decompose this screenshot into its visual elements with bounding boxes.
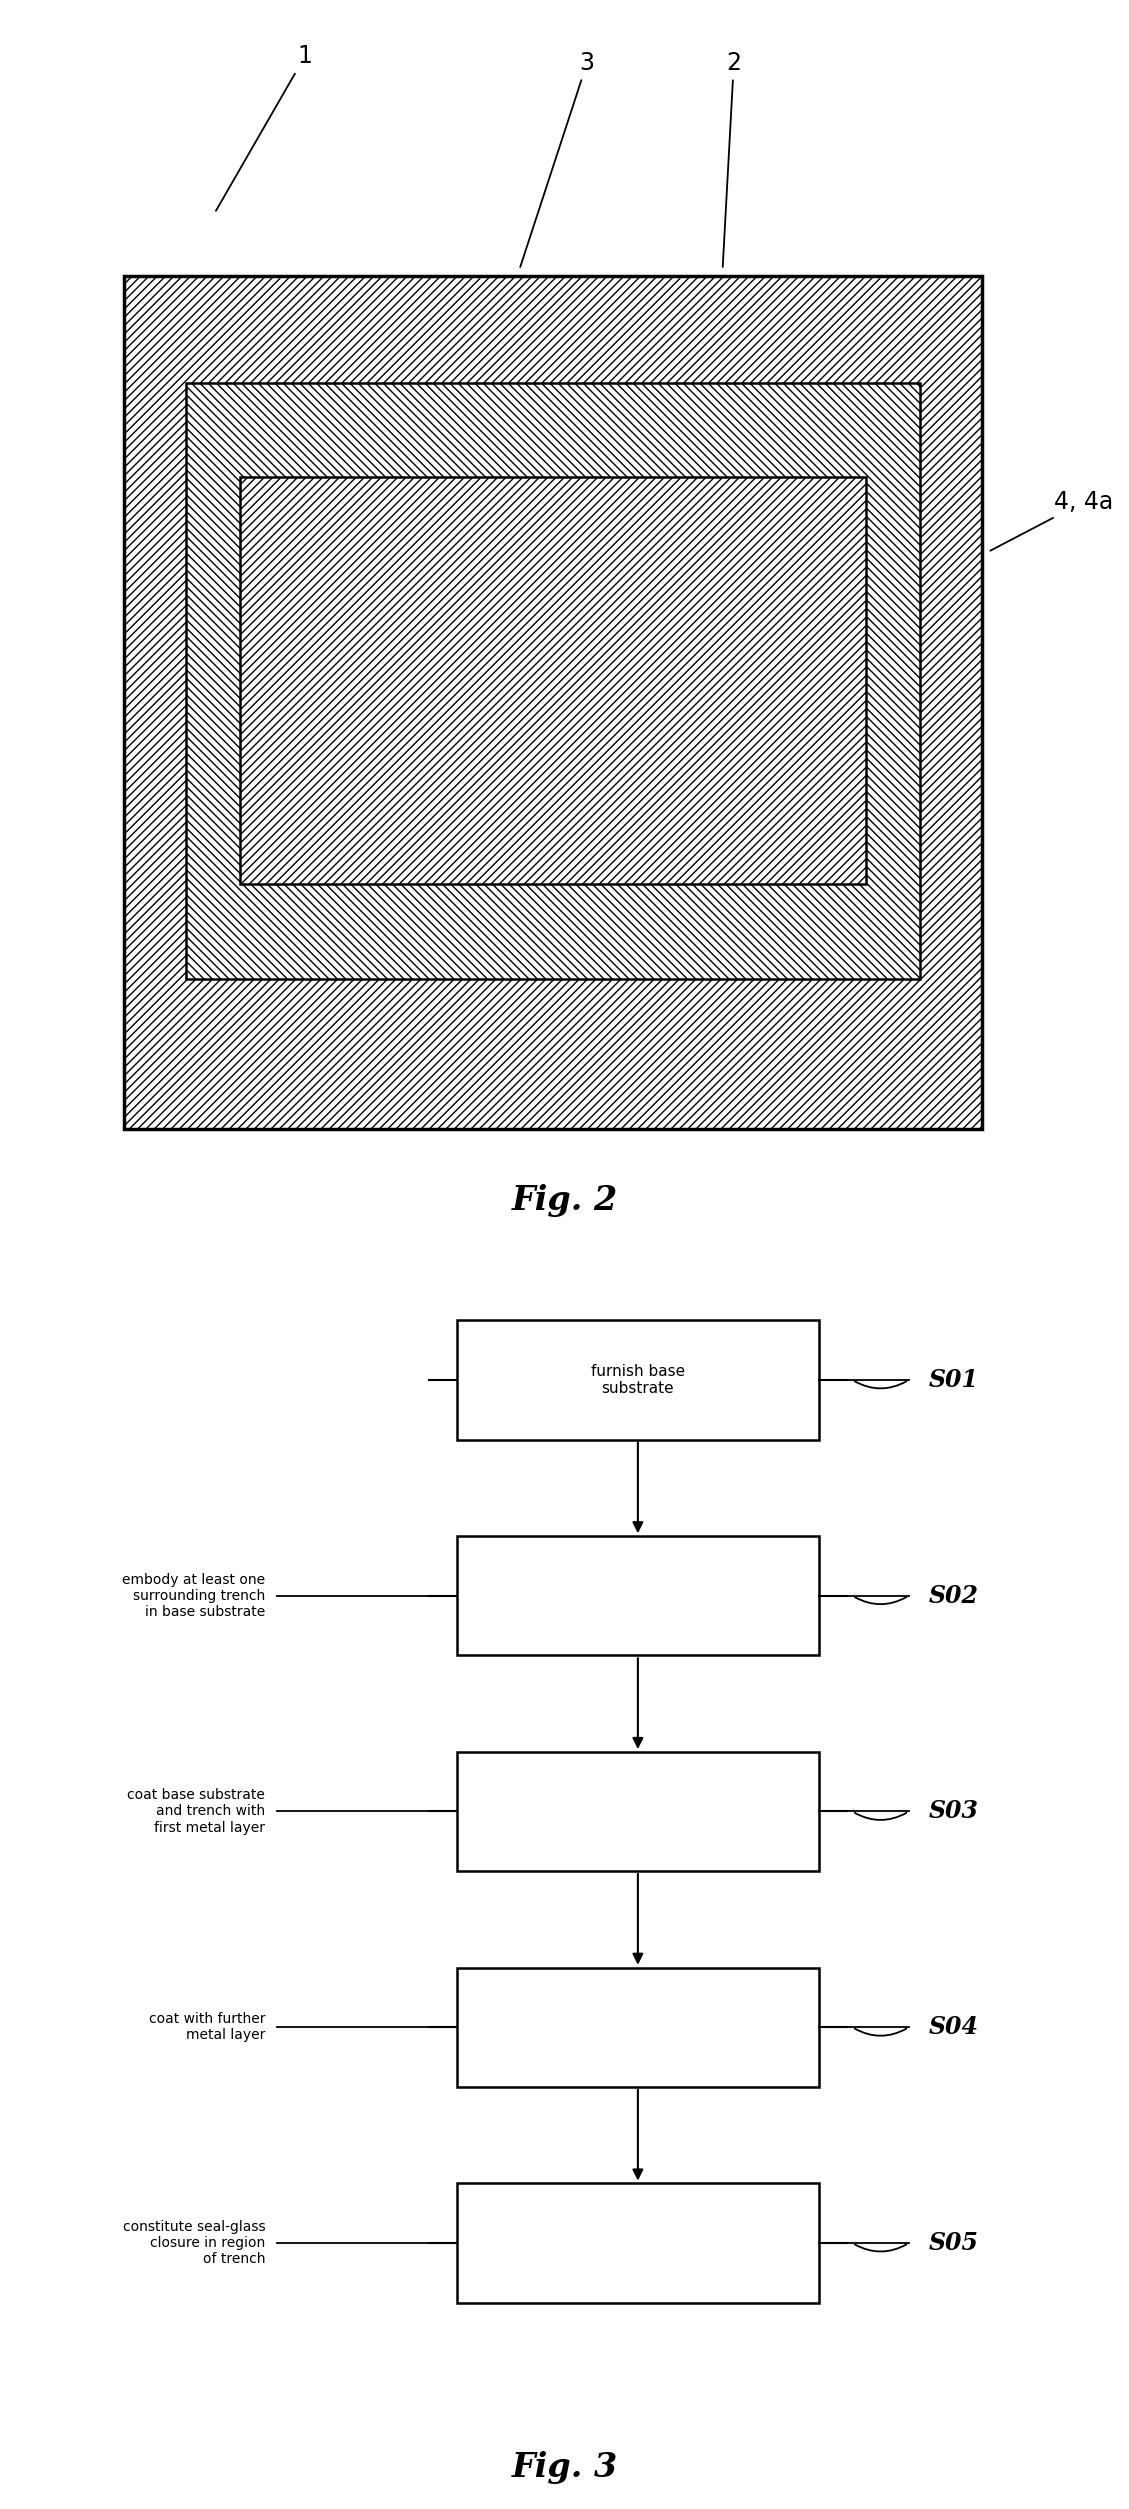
Bar bbox=[457, 2183, 819, 2303]
Text: 3: 3 bbox=[520, 50, 595, 266]
Bar bbox=[240, 477, 866, 886]
Text: Fig. 2: Fig. 2 bbox=[511, 1184, 618, 1217]
Bar bbox=[186, 381, 920, 979]
Bar bbox=[240, 477, 866, 886]
Bar bbox=[124, 276, 982, 1129]
Bar bbox=[186, 381, 920, 979]
Bar bbox=[457, 1751, 819, 1872]
Text: 2: 2 bbox=[723, 50, 742, 266]
Text: 1: 1 bbox=[216, 45, 313, 211]
Text: S01: S01 bbox=[929, 1367, 979, 1392]
Text: S03: S03 bbox=[929, 1799, 979, 1824]
Bar bbox=[186, 381, 920, 979]
Bar bbox=[124, 276, 982, 1129]
Text: S05: S05 bbox=[929, 2231, 979, 2256]
Bar bbox=[240, 477, 866, 886]
Text: embody at least one
surrounding trench
in base substrate: embody at least one surrounding trench i… bbox=[122, 1573, 265, 1618]
Text: S04: S04 bbox=[929, 2015, 979, 2040]
Text: coat base substrate
and trench with
first metal layer: coat base substrate and trench with firs… bbox=[128, 1789, 265, 1834]
Text: constitute seal-glass
closure in region
of trench: constitute seal-glass closure in region … bbox=[123, 2220, 265, 2266]
Bar bbox=[457, 1967, 819, 2087]
Bar bbox=[457, 1320, 819, 1440]
Bar bbox=[124, 276, 982, 1129]
Text: furnish base
substrate: furnish base substrate bbox=[590, 1365, 685, 1395]
Text: coat with further
metal layer: coat with further metal layer bbox=[149, 2012, 265, 2042]
Text: 4, 4a: 4, 4a bbox=[990, 489, 1113, 549]
Text: S02: S02 bbox=[929, 1583, 979, 1608]
Text: Fig. 3: Fig. 3 bbox=[511, 2451, 618, 2484]
Bar bbox=[457, 1536, 819, 1656]
